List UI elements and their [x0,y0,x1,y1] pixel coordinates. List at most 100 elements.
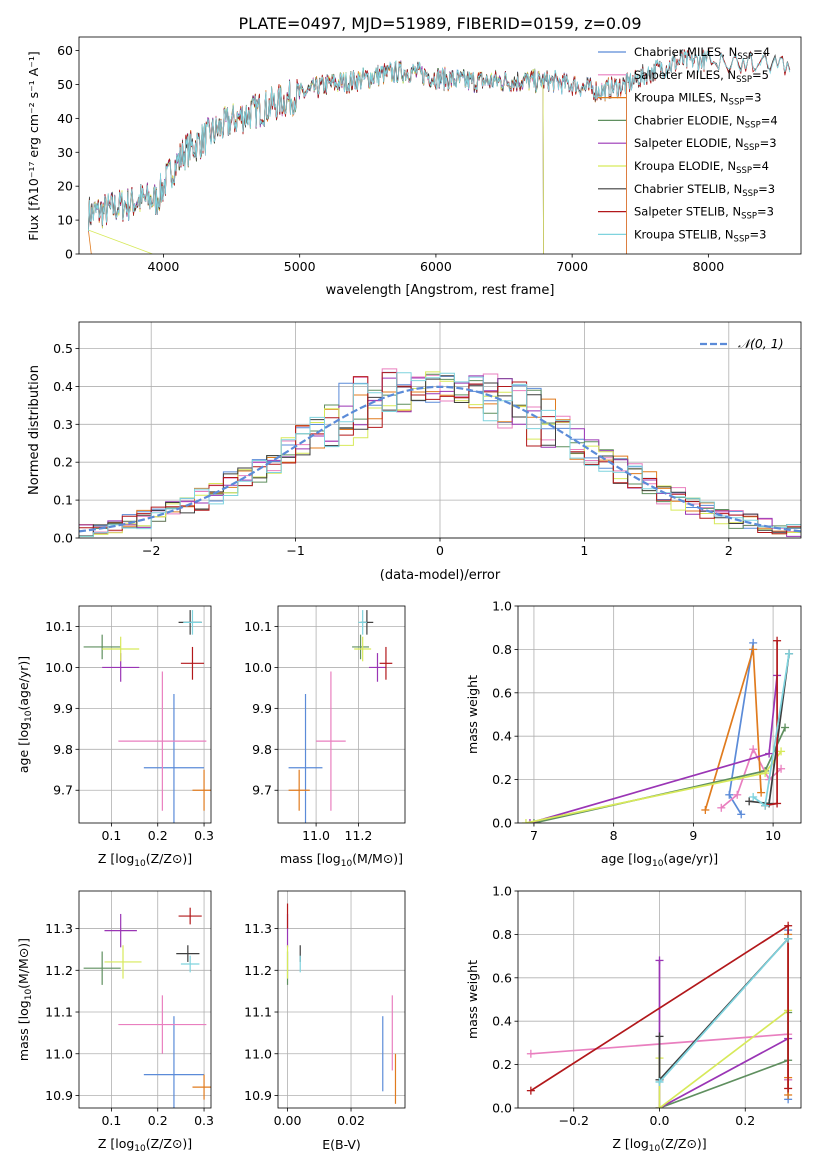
age_vs_Z-plot-area [83,610,211,823]
errorbar-point-salpeter-elodie [369,653,386,682]
errorbar-point-chabrier-elodie [83,951,121,985]
errorbar-point-salpeter-stelib [379,646,393,680]
spectrum-series-kroupa-elodie [88,60,544,254]
mass_vs_ebv-frame [277,890,406,1109]
mass_vs_ebv-ytick-label: 11.2 [244,963,272,978]
histogram-ylabel: Normed distribution [27,365,42,495]
weight_vs_age-ytick-label: 0.8 [492,642,512,657]
residuals-ytick-label: 0.1 [53,493,73,508]
mass_vs_Z-ytick-label: 11.3 [45,921,73,936]
errorbar-point-chabrier-miles [288,694,323,823]
mass_vs_ebv-xtick-label: 0.02 [337,1113,365,1128]
residuals-ytick-label: 0.5 [53,341,73,356]
residuals-panel: −2 −1 0 1 2 0.0 0.1 0.2 0.3 0.4 0.5 𝒩(0, 1) (data-mo… [27,321,802,583]
weight_vs_age-grid [518,605,801,824]
legend-label: Salpeter MILES, NSSP=5 [634,68,769,85]
residuals-ytick-label: 0.2 [53,455,73,470]
legend-label: Kroupa MILES, NSSP=3 [634,91,761,108]
residuals-xtick-label: 2 [725,543,733,558]
mass_vs_ebv-xlabel: E(B-V) [322,1137,361,1152]
weight_vs_age-xtick-label: 10 [765,828,781,843]
weight-series-salpeter-stelib [526,921,793,1095]
spectrum-ytick-label: 60 [57,43,73,58]
weight_vs_age-plot-area [521,636,794,823]
weight_vs_age-frame [517,605,802,824]
weight_vs_Z-xtick-label: −0.2 [559,1113,589,1128]
weight_vs_age-panel: 7 8 9 10 0.0 0.2 0.4 0.6 0.8 1.0 age [log10(age/yr… [465,599,802,869]
errorbar-point-chabrier-elodie [352,634,370,660]
legend-label: Salpeter STELIB, NSSP=3 [634,205,774,222]
spectrum-xtick-label: 4000 [148,259,180,274]
age_vs_Z-ytick-label: 9.8 [53,742,73,757]
errorbar-point-kroupa-stelib [180,955,200,973]
errorbar-point-salpeter-miles [118,671,207,811]
age_vs_mass-ytick-label: 9.8 [252,742,272,757]
errorbar-point-kroupa-miles [192,769,211,811]
mass_vs_ebv-xtick-label: 0.00 [274,1113,302,1128]
weight_vs_age-ylabel: mass weight [465,675,480,754]
age_vs_Z-ytick-label: 9.9 [53,701,73,716]
spectrum-legend: Chabrier MILES, NSSP=4 Salpeter MILES, NS… [598,45,778,244]
mass_vs_Z-ytick-label: 11.0 [45,1046,73,1061]
age_vs_mass-ytick-label: 9.7 [252,783,272,798]
spectrum-ylabel: Flux [fλ10⁻¹⁷ erg cm⁻² s⁻¹ A⁻¹] [26,51,41,240]
mass_vs_Z-ytick-label: 11.1 [45,1005,73,1020]
residuals-plot-area [79,368,801,537]
spectrum-ytick-label: 30 [57,145,73,160]
age_vs_Z-ylabel: age [log10(age/yr)] [16,656,34,773]
errorbar-point-kroupa-stelib [183,610,202,635]
mass_vs_Z-xtick-label: 0.1 [101,1113,121,1128]
age_vs_mass-panel: 11.0 11.2 9.7 9.8 9.9 10.0 10.1 mass [log10(M/M… [244,605,406,869]
mass_vs_Z-ytick-label: 11.2 [45,963,73,978]
mass_vs_Z-xtick-label: 0.3 [194,1113,214,1128]
residuals-xtick-label: −2 [142,543,160,558]
histogram-salpeter-stelib [79,372,801,535]
histogram-kroupa-stelib [79,372,801,537]
mass_vs_Z-frame [78,890,212,1109]
errorbar-point-salpeter-miles [316,671,346,811]
spectrum-xtick-label: 7000 [556,259,588,274]
errorbar-point-chabrier-stelib [176,945,200,962]
spectrum-series-chabrier-elodie [88,60,544,254]
mass_vs_ebv-ytick-label: 11.0 [244,1046,272,1061]
weight_vs_age-ytick-label: 0.6 [492,685,512,700]
weight_vs_Z-panel: −0.2 0.0 0.2 0.0 0.2 0.4 0.6 0.8 1.0 Z [log10(Z/Z… [465,884,802,1154]
weight_vs_Z-xlabel: Z [log10(Z/Z⊙)] [612,1136,706,1154]
errorbar-point-salpeter-stelib [178,907,202,925]
weight-series-chabrier-miles [725,638,758,819]
legend-label: Kroupa STELIB, NSSP=3 [634,227,766,244]
spectrum-panel: 4000 5000 6000 7000 8000 0 10 20 30 40 50 60 wavelen… [26,36,802,298]
errorbar-point-kroupa-stelib [358,610,367,635]
weight_vs_Z-xtick-label: 0.0 [650,1113,670,1128]
spectrum-ytick-label: 10 [57,213,73,228]
weight_vs_Z-plot-area [526,921,793,1108]
errorbar-point-kroupa-elodie [104,945,142,979]
age_vs_mass-xtick-label: 11.0 [302,828,330,843]
spectrum-frame [78,36,802,255]
mass_vs_ebv-plot-area [286,903,397,1104]
weight_vs_Z-ytick-label: 0.0 [492,1101,512,1116]
weight-series-kroupa-elodie [655,1006,793,1108]
weight_vs_Z-ytick-label: 0.8 [492,927,512,942]
residuals-ytick-label: 0.0 [53,531,73,546]
mass_vs_Z-ytick-label: 10.9 [45,1088,73,1103]
legend-label: Chabrier STELIB, NSSP=3 [634,182,775,199]
spectrum-xtick-label: 8000 [692,259,724,274]
age_vs_Z-panel: 0.1 0.2 0.3 9.7 9.8 9.9 10.0 10.1 Z [log10(Z/Z⊙)… [16,605,214,869]
errorbar-point-kroupa-elodie [102,636,140,662]
spectrum-ytick-label: 40 [57,111,73,126]
legend-label: Kroupa ELODIE, NSSP=4 [634,159,769,176]
spectrum-ytick-label: 20 [57,179,73,194]
age_vs_mass-frame [277,605,406,824]
age_vs_mass-ytick-label: 10.0 [244,660,272,675]
weight_vs_age-ytick-label: 0.4 [492,729,512,744]
age_vs_Z-xtick-label: 0.2 [148,828,168,843]
weight-series-salpeter-elodie [655,956,793,1108]
mass_vs_Z-ylabel: mass [log10(M/M⊙)] [16,938,34,1061]
weight_vs_Z-ytick-label: 0.4 [492,1014,512,1029]
mass_vs_ebv-ytick-label: 11.1 [244,1005,272,1020]
spectrum-series-kroupa-stelib [88,50,791,232]
weight_vs_Z-ytick-label: 0.6 [492,970,512,985]
age_vs_Z-xlabel: Z [log10(Z/Z⊙)] [98,851,192,869]
age_vs_mass-xlabel: mass [log10(M/M⊙)] [280,851,403,869]
